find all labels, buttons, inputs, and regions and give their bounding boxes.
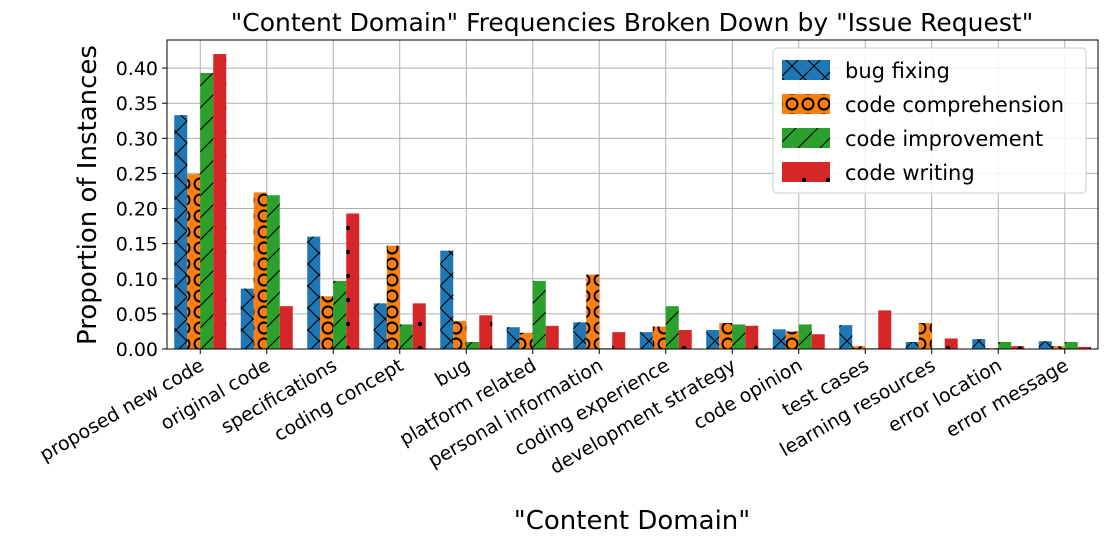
bar-hatch [200, 73, 214, 349]
y-tick-label: 0.30 [116, 128, 158, 150]
legend-label: code improvement [845, 127, 1043, 151]
bar-hatch [944, 338, 958, 349]
bar-hatch [479, 315, 493, 349]
bar-hatch [440, 250, 454, 349]
y-tick-label: 0.25 [116, 163, 158, 185]
bar-hatch [307, 236, 321, 349]
bar-hatch [972, 339, 986, 349]
bar-hatch [253, 192, 267, 349]
bar-hatch [586, 274, 600, 349]
bar-hatch [998, 341, 1012, 349]
bar-hatch [772, 329, 786, 349]
y-tick-label: 0.15 [116, 234, 158, 256]
legend-swatch-hatch [782, 94, 830, 114]
bar-hatch [905, 341, 919, 349]
y-tick-label: 0.20 [116, 199, 158, 221]
bar-hatch [412, 303, 426, 349]
x-axis-title: "Content Domain" [514, 506, 750, 536]
bar-hatch [918, 323, 932, 349]
legend-label: bug fixing [845, 59, 950, 83]
bar-hatch [174, 115, 188, 349]
bar-hatch [545, 325, 559, 349]
bar-hatch [240, 288, 254, 349]
bar-hatch [1077, 346, 1091, 349]
y-tick-label: 0.10 [116, 269, 158, 291]
bar-hatch [373, 303, 387, 349]
bar-hatch [1011, 346, 1025, 349]
bar-hatch [1038, 341, 1052, 349]
y-tick-label: 0.40 [116, 58, 158, 80]
bar-hatch [573, 322, 587, 349]
bar-hatch [187, 174, 201, 349]
bar-hatch [719, 323, 733, 349]
bar-hatch [346, 213, 360, 349]
bar-hatch [399, 324, 413, 349]
bar-hatch [266, 195, 280, 349]
bar-hatch [612, 332, 626, 349]
bar-hatch [878, 310, 892, 349]
legend-label: code comprehension [845, 93, 1064, 117]
bar-hatch [798, 324, 812, 349]
bar-hatch [785, 331, 799, 349]
bar-hatch [386, 245, 400, 349]
legend-label: code writing [845, 161, 975, 185]
bar-hatch [732, 324, 746, 349]
bar-hatch [1064, 341, 1078, 349]
bars [174, 54, 1091, 349]
bar-hatch [665, 306, 679, 349]
bar-hatch [213, 54, 227, 349]
bar-hatch [811, 334, 825, 349]
y-axis: 0.00 0.05 0.10 0.15 0.20 0.25 0.30 0.35 0.40 [116, 58, 167, 361]
chart-title: "Content Domain" Frequencies Broken Down… [231, 8, 1033, 37]
bar-hatch [1051, 346, 1065, 349]
y-tick-label: 0.00 [116, 339, 158, 361]
legend: bug fixing code comprehension code improve… [772, 47, 1087, 194]
bar-hatch [506, 327, 520, 349]
y-tick-label: 0.35 [116, 93, 158, 115]
bar-hatch [678, 330, 692, 349]
bar-hatch [852, 346, 866, 349]
bar-hatch [706, 330, 720, 349]
bar-hatch [639, 332, 653, 349]
x-tick-label: bug [431, 354, 473, 391]
grid [167, 40, 1098, 350]
bar-hatch [745, 325, 759, 349]
bar-hatch [839, 325, 853, 349]
legend-frame [772, 47, 1087, 194]
legend-swatch-hatch [782, 162, 830, 182]
y-tick-label: 0.05 [116, 304, 158, 326]
bar-hatch [466, 341, 480, 349]
bar-hatch [519, 332, 533, 349]
legend-swatch-hatch [782, 60, 830, 80]
y-axis-title: Proportion of Instances [73, 45, 103, 345]
bar-hatch [320, 296, 334, 349]
bar-hatch [453, 320, 467, 349]
bar-hatch [532, 280, 546, 349]
bar-hatch [652, 326, 666, 349]
bar-hatch [279, 306, 293, 349]
plot-frame [166, 39, 1099, 350]
bar-hatch [333, 280, 347, 349]
legend-swatch-hatch [782, 128, 830, 148]
